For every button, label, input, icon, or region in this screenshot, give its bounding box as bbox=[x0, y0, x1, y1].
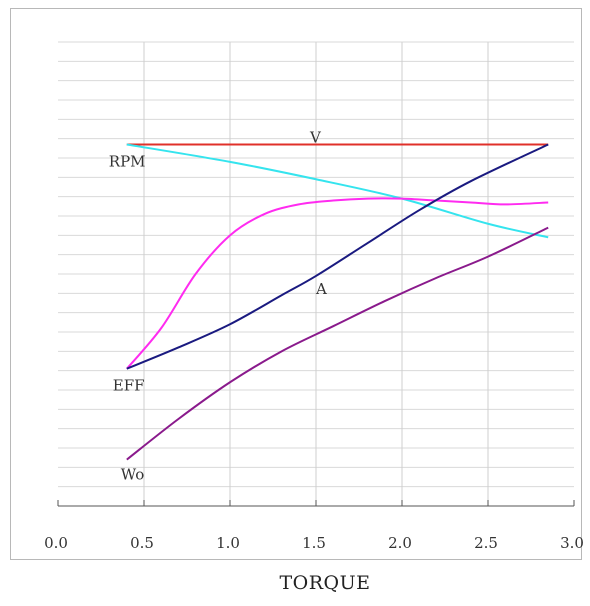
series-lines bbox=[126, 143, 549, 461]
x-axis: 0.0 0.5 1.0 1.5 2.0 2.5 3.0 bbox=[44, 500, 584, 552]
x-tick-label: 1.0 bbox=[216, 534, 240, 552]
series-line-rpm bbox=[126, 143, 549, 239]
x-tick-label: 3.0 bbox=[560, 534, 584, 552]
series-labels: V RPM EFF A Wo bbox=[109, 128, 327, 483]
chart-frame bbox=[10, 8, 582, 560]
x-tick-label: 2.5 bbox=[474, 534, 498, 552]
series-label-rpm: RPM bbox=[109, 152, 146, 170]
series-line-a bbox=[126, 143, 549, 370]
x-tick-label: 0.0 bbox=[44, 534, 68, 552]
x-tick-label: 2.0 bbox=[388, 534, 412, 552]
line-chart: 0.0 0.5 1.0 1.5 2.0 2.5 3.0 V RPM EFF A Wo bbox=[44, 41, 584, 552]
series-label-a: A bbox=[315, 280, 327, 298]
series-line-wo bbox=[126, 226, 549, 461]
series-label-eff: EFF bbox=[113, 377, 145, 395]
series-label-v: V bbox=[309, 128, 322, 146]
series-line-eff bbox=[126, 197, 549, 370]
grid bbox=[58, 41, 574, 506]
x-tick-label: 0.5 bbox=[130, 534, 154, 552]
x-axis-title: TORQUE bbox=[279, 572, 371, 594]
x-tick-label: 1.5 bbox=[302, 534, 326, 552]
series-label-wo: Wo bbox=[121, 466, 144, 484]
